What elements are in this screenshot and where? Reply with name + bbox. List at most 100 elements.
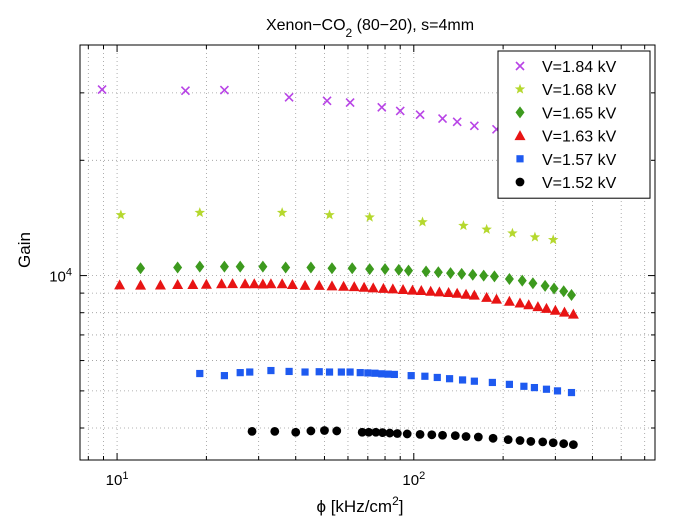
data-point: [469, 121, 479, 131]
legend-marker: [514, 83, 526, 94]
data-point: [406, 284, 418, 295]
data-point: [356, 369, 364, 377]
data-point: [514, 297, 526, 308]
data-point: [520, 382, 528, 390]
legend-label: V=1.57 kV: [542, 152, 617, 169]
data-point: [530, 383, 539, 392]
data-point: [505, 380, 514, 388]
legend-label: V=1.68 kV: [542, 82, 617, 99]
data-point: [540, 279, 550, 292]
data-point: [306, 261, 316, 274]
data-point: [538, 437, 548, 447]
data-point: [281, 261, 291, 274]
data-point: [337, 368, 345, 376]
data-point: [306, 426, 316, 436]
data-point: [402, 429, 412, 439]
data-point: [559, 285, 569, 298]
labels: Xenon−CO2 (80−20), s=4mm ϕ [kHz/cm2] Gai…: [15, 17, 474, 516]
data-point: [558, 306, 570, 317]
data-point: [394, 263, 404, 276]
data-point: [216, 278, 228, 289]
data-point: [488, 378, 496, 387]
data-point: [235, 260, 245, 273]
data-point: [549, 282, 559, 295]
data-point: [468, 289, 480, 300]
data-point: [322, 96, 332, 106]
data-point: [548, 438, 558, 448]
data-point: [404, 264, 414, 277]
data-point: [364, 427, 374, 437]
data-point: [378, 428, 387, 438]
data-point: [265, 278, 277, 289]
data-point: [559, 439, 569, 449]
data-point: [239, 278, 251, 289]
data-point: [547, 234, 559, 245]
data-point: [450, 431, 460, 441]
series-5: [196, 366, 576, 397]
data-point: [542, 385, 551, 393]
data-point: [473, 432, 483, 442]
data-point: [488, 433, 498, 443]
data-point: [187, 278, 199, 289]
legend-label: V=1.84 kV: [542, 59, 617, 76]
data-point: [415, 429, 425, 439]
data-point: [180, 86, 191, 96]
data-point: [371, 369, 379, 377]
data-point: [461, 432, 471, 441]
data-point: [286, 278, 298, 289]
data-point: [481, 223, 492, 234]
data-point: [390, 370, 398, 379]
data-point: [397, 283, 409, 294]
data-point: [523, 299, 535, 310]
series-6: [247, 426, 578, 450]
legend-label: V=1.63 kV: [542, 129, 617, 146]
data-point: [421, 265, 431, 278]
data-point: [529, 231, 541, 242]
data-point: [301, 368, 309, 376]
data-point: [315, 368, 323, 376]
data-point: [457, 267, 467, 280]
data-point: [567, 388, 576, 397]
legend-box: [497, 50, 651, 199]
series-2: [115, 207, 559, 245]
data-point: [504, 272, 514, 285]
legend-label: V=1.52 kV: [542, 175, 617, 192]
data-point: [347, 262, 357, 275]
data-point: [357, 427, 367, 437]
y-axis-label: Gain: [15, 232, 34, 268]
data-point: [276, 207, 288, 218]
data-point: [567, 308, 579, 319]
data-point: [380, 263, 390, 276]
data-point: [528, 277, 538, 290]
data-point: [503, 295, 515, 306]
data-point: [421, 372, 429, 380]
data-point: [196, 369, 204, 378]
x-axis-label: ϕ [kHz/cm2]: [316, 494, 403, 516]
data-point: [270, 426, 280, 436]
data-point: [532, 301, 544, 312]
data-point: [433, 286, 445, 297]
legend: V=1.84 kV V=1.68 kV V=1.65 kV V=1.63 kV V=1.…: [497, 50, 651, 199]
data-point: [407, 372, 415, 380]
data-point: [526, 437, 536, 446]
data-point: [97, 84, 107, 95]
data-point: [491, 293, 503, 304]
data-point: [220, 372, 229, 380]
data-point: [387, 283, 399, 294]
data-point: [445, 375, 454, 383]
data-point: [345, 97, 355, 108]
data-point: [540, 302, 552, 313]
data-point: [332, 426, 342, 436]
data-point: [458, 376, 467, 384]
data-point: [358, 281, 370, 292]
data-point: [194, 207, 206, 218]
data-point: [114, 279, 126, 290]
data-point: [384, 370, 392, 378]
data-layer: [97, 84, 579, 450]
data-point: [172, 278, 184, 289]
data-point: [549, 304, 561, 315]
axis-ticks: 101 102 104: [49, 44, 655, 489]
data-point: [236, 369, 244, 377]
data-point: [458, 220, 469, 231]
